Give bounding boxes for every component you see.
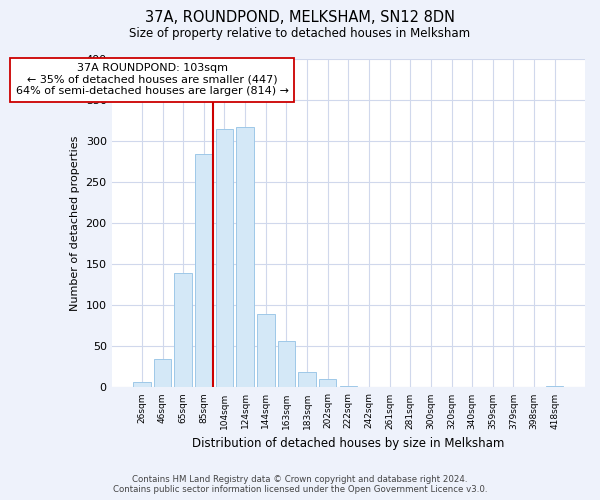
Bar [278, 340, 295, 388]
Bar [133, 382, 151, 388]
Text: Contains HM Land Registry data © Crown copyright and database right 2024.
Contai: Contains HM Land Registry data © Crown c… [113, 474, 487, 494]
Text: 37A, ROUNDPOND, MELKSHAM, SN12 8DN: 37A, ROUNDPOND, MELKSHAM, SN12 8DN [145, 10, 455, 25]
Bar [195, 154, 212, 388]
Bar [175, 274, 192, 388]
Bar [319, 379, 337, 388]
Bar [546, 386, 563, 388]
Text: Size of property relative to detached houses in Melksham: Size of property relative to detached ho… [130, 28, 470, 40]
Y-axis label: Number of detached properties: Number of detached properties [70, 136, 80, 311]
Bar [340, 386, 357, 388]
Bar [236, 127, 254, 388]
X-axis label: Distribution of detached houses by size in Melksham: Distribution of detached houses by size … [192, 437, 505, 450]
Text: 37A ROUNDPOND: 103sqm
← 35% of detached houses are smaller (447)
64% of semi-det: 37A ROUNDPOND: 103sqm ← 35% of detached … [16, 63, 289, 96]
Bar [215, 129, 233, 388]
Bar [298, 372, 316, 388]
Bar [154, 358, 172, 388]
Bar [257, 314, 275, 388]
Bar [443, 386, 460, 388]
